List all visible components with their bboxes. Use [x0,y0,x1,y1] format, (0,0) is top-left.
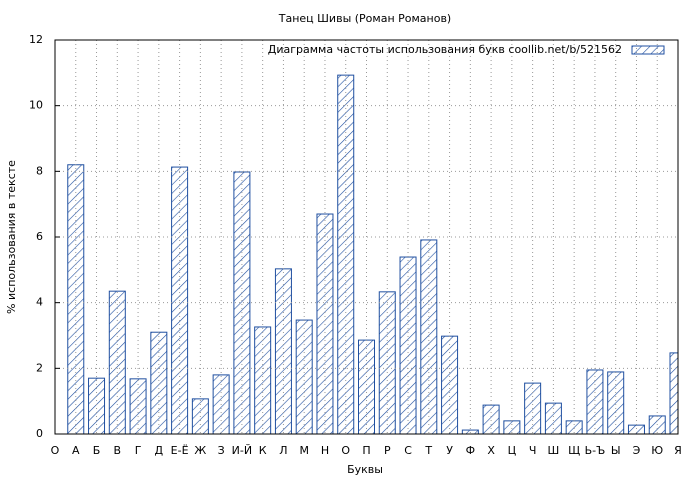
x-tick-label: З [218,444,225,457]
bar [482,404,500,434]
y-axis-label: % использования в тексте [5,160,18,314]
y-tick-label: 4 [36,296,43,309]
y-tick-label: 6 [36,230,43,243]
x-tick-label: У [446,444,453,457]
x-tick-label: Ж [194,444,206,457]
bar [607,371,625,434]
legend-swatch [631,45,665,55]
bar [337,74,355,434]
x-tick-label: Т [424,444,432,457]
x-tick-label: Ы [611,444,621,457]
x-tick-label: Ч [529,444,537,457]
x-tick-label: С [404,444,412,457]
bar [67,164,85,434]
x-tick-label: Э [633,444,641,457]
x-tick-label: Н [321,444,329,457]
x-tick-label: О [341,444,350,457]
x-tick-label: М [299,444,309,457]
x-tick-label: Л [279,444,287,457]
x-axis-label: Буквы [347,463,383,476]
x-tick-label: О [51,444,60,457]
bar [378,291,396,434]
legend-label: Диаграмма частоты использования букв coo… [268,43,622,56]
chart-title: Танец Шивы (Роман Романов) [278,12,451,25]
x-tick-label: Ю [651,444,663,457]
x-tick-label: Ф [466,444,475,457]
bar [129,378,147,434]
bar [669,352,678,434]
bar [358,339,375,434]
x-tick-label: И-Й [232,444,252,457]
x-tick-label: В [114,444,122,457]
y-tick-label: 8 [36,164,43,177]
y-tick-label: 0 [36,427,43,440]
bar [627,424,645,434]
plot-frame [54,39,679,435]
x-tick-label: П [362,444,370,457]
x-tick-label: К [259,444,267,457]
x-tick-label: Р [384,444,391,457]
x-tick-label: Я [674,444,682,457]
x-tick-label: Д [155,444,164,457]
bar [274,268,292,434]
x-tick-label: Щ [568,444,580,457]
y-tick-label: 12 [29,33,43,46]
bar [233,171,251,434]
bar [150,331,168,434]
bar [544,402,562,434]
x-tick-label: Е-Ё [171,444,189,457]
bar [88,377,106,434]
bar [586,369,604,434]
x-tick-label: Б [93,444,101,457]
x-tick-label: Ь-Ъ [585,444,606,457]
bar [441,335,459,434]
bar [399,256,417,434]
y-tick-label: 10 [29,99,43,112]
x-tick-label: Х [487,444,495,457]
y-tick-label: 2 [36,361,43,374]
x-tick-label: Г [135,444,142,457]
x-tick-label: Ш [548,444,560,457]
x-tick-label: А [72,444,80,457]
x-tick-label: Ц [508,444,517,457]
